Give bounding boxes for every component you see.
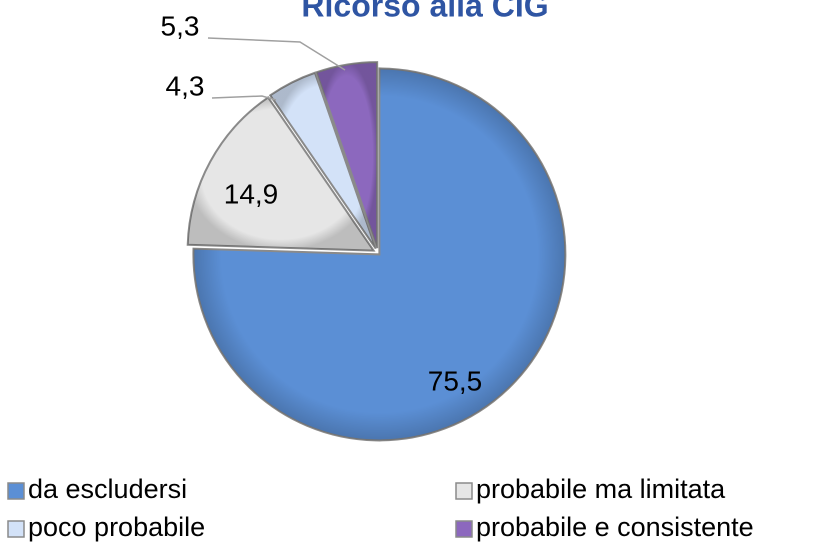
legend-label: da escludersi — [28, 474, 187, 504]
legend-swatch — [7, 482, 25, 500]
leader-line — [211, 95, 277, 101]
legend-label: probabile ma limitata — [476, 474, 726, 504]
legend-label: probabile e consistente — [476, 512, 754, 542]
legend-swatch — [455, 520, 473, 538]
leader-line — [207, 37, 346, 71]
data-label: 75,5 — [428, 365, 483, 396]
legend-swatch — [7, 520, 25, 538]
legend-label: poco probabile — [28, 512, 205, 542]
data-label: 4,3 — [166, 70, 205, 101]
chart-title: Ricorso alla CIG — [301, 0, 548, 23]
data-label: 5,3 — [161, 10, 200, 41]
data-label: 14,9 — [224, 178, 279, 209]
legend-swatch — [455, 482, 473, 500]
